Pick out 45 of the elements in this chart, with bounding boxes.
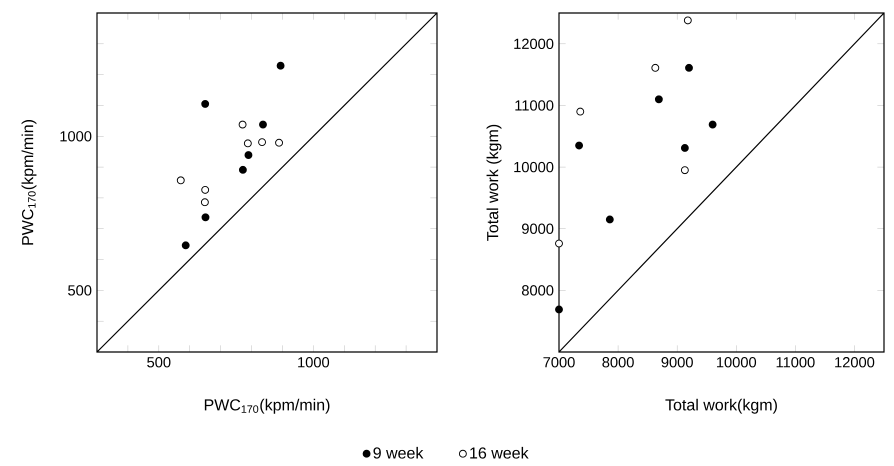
- point: [200, 198, 209, 206]
- legend-label: 9 week: [373, 446, 424, 459]
- x-tick-label: 11000: [776, 357, 815, 368]
- y-axis-title: Total work (kgm): [486, 124, 502, 241]
- point: [201, 100, 210, 108]
- y-tick-label: 9000: [522, 224, 554, 234]
- y-tick-label: 8000: [522, 285, 554, 296]
- point: [201, 186, 210, 194]
- point: [680, 144, 689, 152]
- x-tick-label: 500: [147, 357, 170, 368]
- legend-label: 16 week: [470, 446, 529, 459]
- point: [276, 62, 285, 70]
- point: [275, 138, 283, 147]
- point: [555, 306, 563, 314]
- x-tick-label: 12000: [835, 357, 874, 368]
- point: [238, 166, 247, 174]
- point: [244, 151, 252, 160]
- point: [258, 138, 266, 146]
- y-tick-label: 11000: [515, 100, 554, 111]
- y-tick-label: 10000: [514, 162, 554, 172]
- point: [182, 242, 190, 250]
- point: [680, 166, 689, 174]
- point: [684, 16, 692, 24]
- point: [708, 120, 717, 129]
- point: [576, 108, 584, 116]
- point: [651, 64, 660, 72]
- y-tick-label: 12000: [514, 38, 554, 50]
- point: [685, 64, 693, 72]
- point: [244, 140, 252, 148]
- x-tick-label: 8000: [602, 357, 634, 368]
- point: [176, 176, 185, 184]
- point: [575, 142, 584, 150]
- point: [202, 213, 210, 222]
- x-tick-label: 10000: [716, 357, 756, 368]
- x-tick-label: 1000: [298, 357, 330, 368]
- x-tick-label: 7000: [543, 357, 575, 368]
- point: [606, 216, 614, 224]
- point: [654, 95, 663, 104]
- point: [555, 240, 563, 248]
- x-axis-title: PWC$_{170}$(kpm/min): [204, 398, 330, 414]
- point: [238, 120, 247, 129]
- x-tick-label: 9000: [662, 357, 693, 368]
- point: [259, 120, 267, 129]
- x-axis-title: Total work(kgm): [665, 398, 777, 414]
- y-axis-title: PWC$_{170}$(kpm/min): [22, 120, 36, 245]
